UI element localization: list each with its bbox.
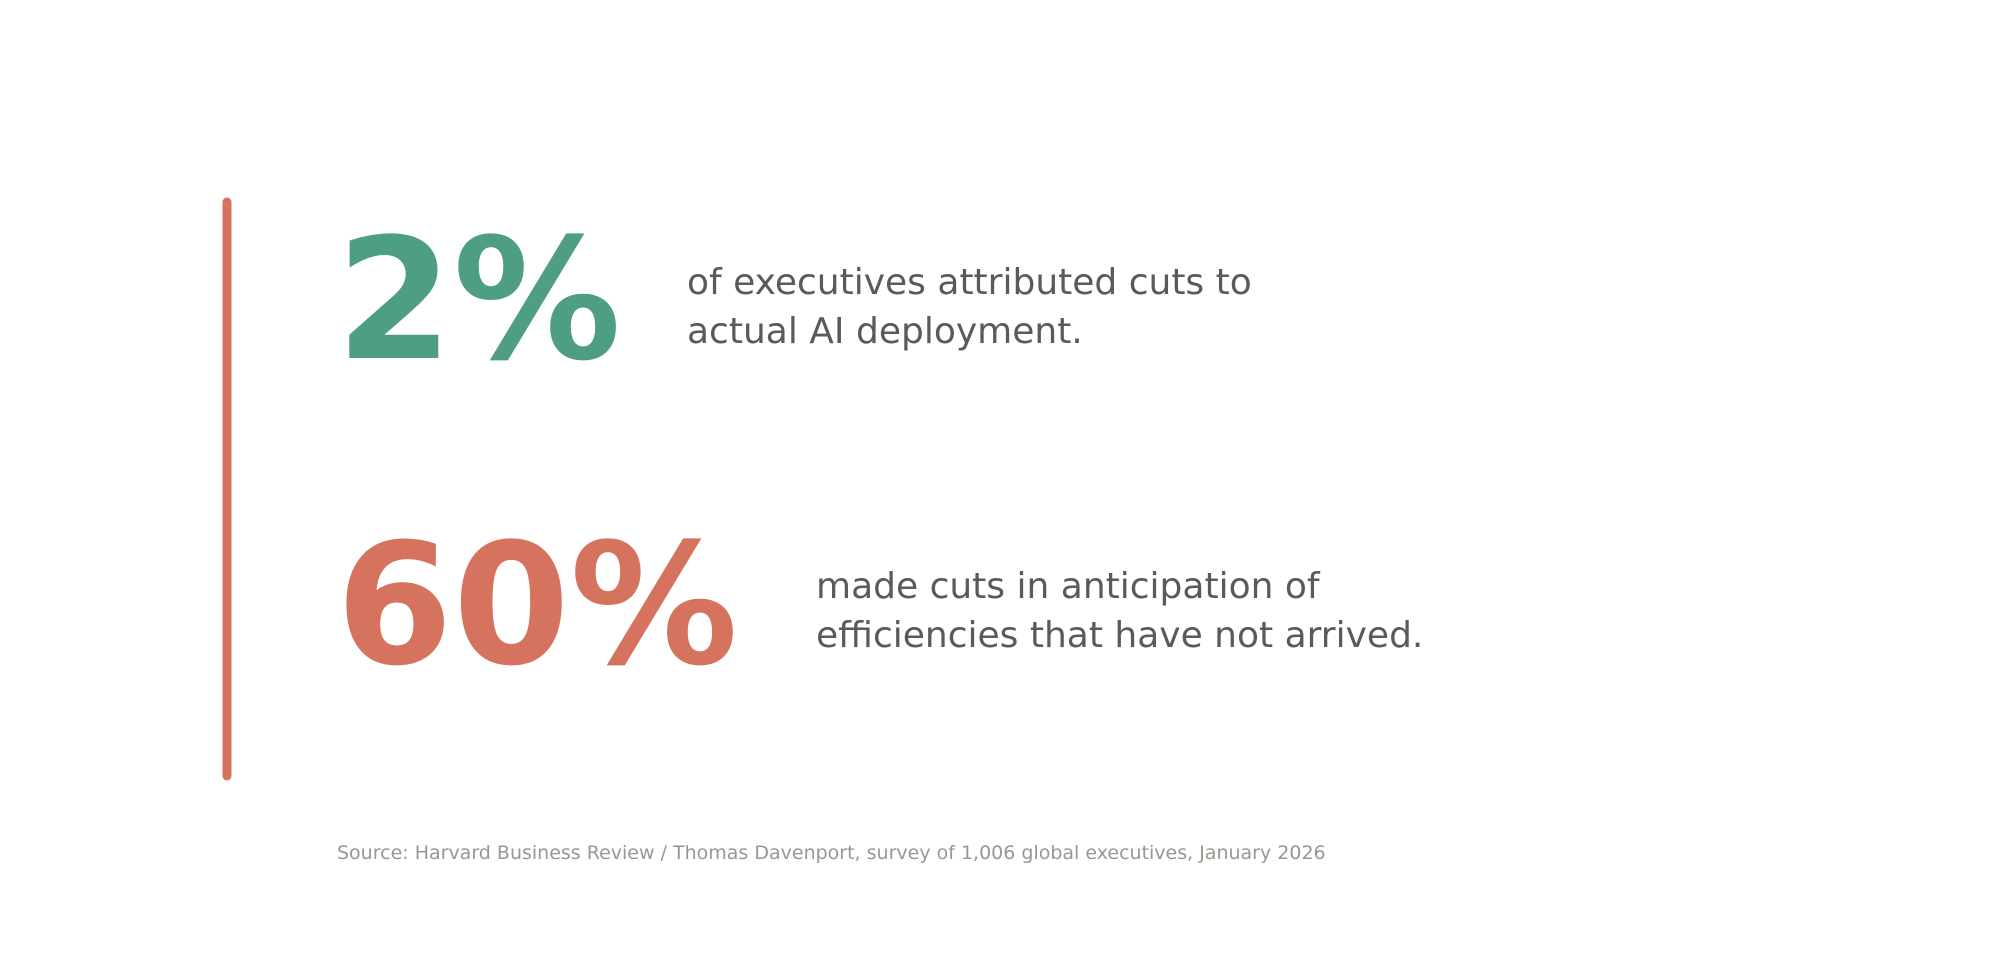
stat-figure: 60% [336, 507, 738, 703]
stat-description: efficiencies that have not arrived. [816, 615, 1423, 656]
stat-figure: 2% [336, 202, 621, 398]
stat-description: actual AI deployment. [687, 311, 1083, 352]
stat-description: made cuts in anticipation of [816, 566, 1321, 607]
stat-description: of executives attributed cuts to [687, 262, 1252, 303]
source-note: Source: Harvard Business Review / Thomas… [337, 842, 1326, 864]
